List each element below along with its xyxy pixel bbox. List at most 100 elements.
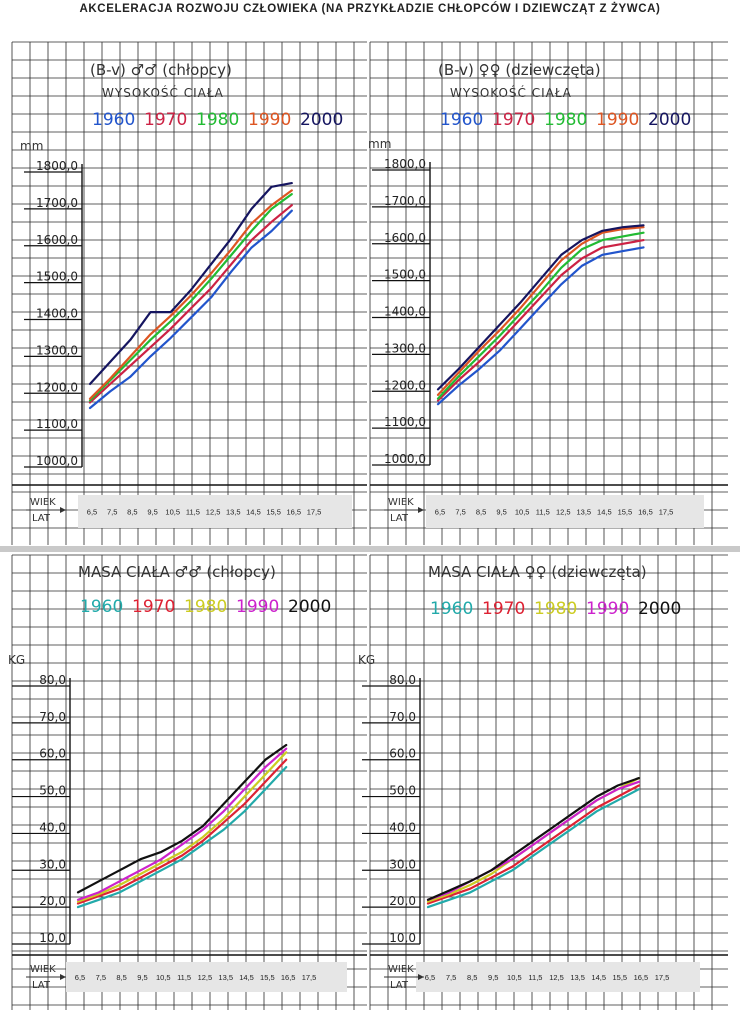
x-axis-label: WIEK bbox=[388, 964, 414, 975]
legend-entry-1980: 1980 bbox=[534, 599, 577, 619]
y-tick-label: 70,0 bbox=[39, 710, 66, 724]
x-tick-label: 15,5 bbox=[266, 508, 281, 517]
legend-entry-1980: 1980 bbox=[196, 110, 239, 130]
legend-entry-2000: 2000 bbox=[638, 599, 681, 619]
x-tick-label: 14,5 bbox=[246, 508, 261, 517]
x-tick-label: 14,5 bbox=[597, 508, 612, 517]
series-line-1970 bbox=[88, 204, 293, 404]
x-tick-label: 10,5 bbox=[507, 973, 522, 982]
chart-subtitle: WYSOKOŚĆ CIAŁA bbox=[102, 85, 224, 100]
legend-entry-1960: 1960 bbox=[440, 110, 483, 130]
x-axis-label: WIEK bbox=[30, 497, 56, 508]
y-tick-label: 1600,0 bbox=[36, 233, 78, 247]
x-tick-label: 7,5 bbox=[107, 508, 117, 517]
y-tick-label: 20,0 bbox=[389, 894, 416, 908]
x-tick-label: 7,5 bbox=[96, 973, 106, 982]
chart-panel-boys-mass: MASA CIAŁA ♂♂ (chłopcy) 1960 1970 1980 1990 2… bbox=[8, 554, 367, 1010]
x-tick-strip bbox=[78, 495, 352, 528]
legend-entry-2000: 2000 bbox=[300, 110, 343, 130]
y-tick-label: 1200,0 bbox=[36, 380, 78, 394]
y-tick-label: 40,0 bbox=[389, 820, 416, 834]
x-tick-label: 16,5 bbox=[634, 973, 649, 982]
x-axis-label: LAT bbox=[390, 513, 409, 524]
x-tick-label: 17,5 bbox=[302, 973, 317, 982]
legend-entry-1970: 1970 bbox=[132, 597, 175, 617]
x-axis-label-arrow bbox=[60, 507, 66, 513]
y-axis-label: mm bbox=[368, 137, 391, 151]
y-tick-label: 1300,0 bbox=[384, 341, 426, 355]
chart-subtitle: WYSOKOŚĆ CIAŁA bbox=[450, 85, 572, 100]
chart-title: (B-v) ♀♀ (dziewczęta) bbox=[438, 61, 601, 79]
x-tick-label: 6,5 bbox=[425, 973, 435, 982]
x-axis-label: LAT bbox=[32, 980, 51, 991]
legend-entry-2000: 2000 bbox=[288, 597, 331, 617]
series-line-1980 bbox=[76, 751, 288, 903]
x-tick-label: 11,5 bbox=[177, 973, 191, 982]
legend-entry-1980: 1980 bbox=[544, 110, 587, 130]
y-tick-label: 80,0 bbox=[389, 673, 416, 687]
x-tick-label: 6,5 bbox=[75, 973, 85, 982]
y-tick-label: 1600,0 bbox=[384, 231, 426, 245]
x-tick-label: 14,5 bbox=[591, 973, 606, 982]
x-tick-label: 16,5 bbox=[287, 508, 302, 517]
x-tick-strip bbox=[66, 962, 347, 992]
series-line-1990 bbox=[76, 747, 288, 901]
legend-entry-1960: 1960 bbox=[430, 599, 473, 619]
series-line-1960 bbox=[426, 788, 641, 909]
y-tick-label: 1800,0 bbox=[384, 157, 426, 171]
x-tick-label: 12,5 bbox=[556, 508, 571, 517]
y-tick-label: 10,0 bbox=[39, 931, 66, 945]
chart-title: MASA CIAŁA ♂♂ (chłopcy) bbox=[78, 563, 276, 581]
series-line-1980 bbox=[436, 231, 645, 400]
series-line-1970 bbox=[426, 784, 641, 905]
x-tick-label: 9,5 bbox=[147, 508, 157, 517]
y-tick-label: 60,0 bbox=[39, 747, 66, 761]
x-tick-label: 7,5 bbox=[455, 508, 465, 517]
series-line-1990 bbox=[436, 226, 645, 396]
legend-entry-1990: 1990 bbox=[596, 110, 639, 130]
chart-panel-girls-mass: MASA CIAŁA ♀♀ (dziewczęta) 1960 1970 1980 19… bbox=[358, 554, 728, 1010]
x-tick-label: 9,5 bbox=[137, 973, 147, 982]
y-tick-label: 1200,0 bbox=[384, 378, 426, 392]
legend-entry-1960: 1960 bbox=[80, 597, 123, 617]
chart-panel-boys-height: (B-v) ♂♂ (chłopcy) WYSOKOŚĆ CIAŁA 1960 1970… bbox=[11, 41, 367, 545]
section-divider bbox=[0, 546, 740, 552]
legend-entry-1990: 1990 bbox=[248, 110, 291, 130]
x-axis-label: LAT bbox=[390, 980, 409, 991]
x-tick-label: 13,5 bbox=[226, 508, 241, 517]
y-tick-label: 1300,0 bbox=[36, 343, 78, 357]
y-tick-label: 1800,0 bbox=[36, 159, 78, 173]
page-title: AKCELERACJA ROZWOJU CZŁOWIEKA (NA PRZYKŁ… bbox=[79, 3, 661, 15]
series-line-2000 bbox=[436, 224, 645, 391]
y-tick-label: 70,0 bbox=[389, 710, 416, 724]
legend-entry-1970: 1970 bbox=[144, 110, 187, 130]
x-tick-label: 17,5 bbox=[659, 508, 674, 517]
x-axis-label-arrow bbox=[418, 974, 424, 980]
x-tick-strip bbox=[426, 495, 704, 528]
x-tick-label: 15,5 bbox=[618, 508, 633, 517]
legend-entry-1990: 1990 bbox=[236, 597, 279, 617]
x-tick-label: 11,5 bbox=[186, 508, 200, 517]
x-tick-label: 8,5 bbox=[476, 508, 486, 517]
y-tick-label: 1100,0 bbox=[36, 417, 78, 431]
y-tick-label: 1000,0 bbox=[36, 454, 78, 468]
legend-entry-1960: 1960 bbox=[92, 110, 135, 130]
y-tick-label: 50,0 bbox=[389, 784, 416, 798]
y-tick-label: 40,0 bbox=[39, 820, 66, 834]
y-tick-label: 1400,0 bbox=[36, 307, 78, 321]
x-tick-label: 6,5 bbox=[435, 508, 445, 517]
legend-entry-1990: 1990 bbox=[586, 599, 629, 619]
y-axis-label: KG bbox=[358, 653, 375, 667]
x-tick-label: 9,5 bbox=[496, 508, 506, 517]
x-tick-label: 14,5 bbox=[239, 973, 254, 982]
y-tick-label: 1500,0 bbox=[384, 268, 426, 282]
x-axis-label: WIEK bbox=[388, 497, 414, 508]
y-axis-label: mm bbox=[20, 139, 43, 153]
x-tick-label: 11,5 bbox=[528, 973, 542, 982]
y-tick-label: 1700,0 bbox=[36, 196, 78, 210]
y-axis-label: KG bbox=[8, 653, 25, 667]
series-line-1970 bbox=[436, 239, 645, 402]
x-tick-label: 11,5 bbox=[536, 508, 550, 517]
